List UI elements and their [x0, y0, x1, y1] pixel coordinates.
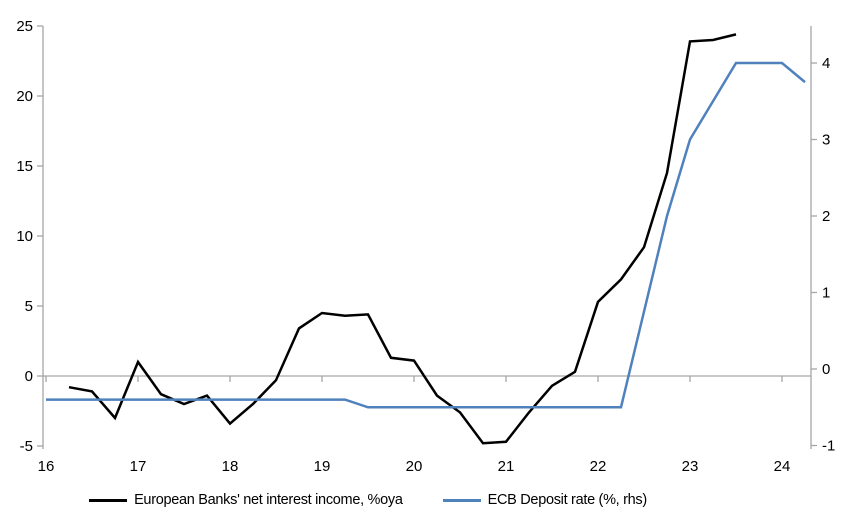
legend-item-nii: European Banks' net interest income, %oy…: [89, 492, 403, 508]
legend-item-ecb: ECB Deposit rate (%, rhs): [442, 492, 648, 508]
x-axis-tick-label: 17: [130, 458, 147, 475]
x-axis-tick-label: 22: [590, 458, 607, 475]
legend-label-nii: European Banks' net interest income, %oy…: [134, 492, 403, 508]
legend-line-swatch-blue: [442, 498, 481, 502]
left-axis-tick-label: 15: [16, 158, 33, 175]
left-axis-tick-label: 5: [25, 298, 33, 315]
chart-legend: European Banks' net interest income, %oy…: [0, 492, 794, 508]
left-axis-tick-label: 10: [16, 228, 33, 245]
right-axis-tick-label: -1: [822, 438, 835, 455]
x-axis-tick-label: 16: [38, 458, 55, 475]
series-line-nii: [68, 33, 737, 445]
left-axis-tick-label: 25: [16, 18, 33, 35]
right-axis-tick-label: 0: [822, 361, 830, 378]
right-axis-tick-label: 2: [822, 208, 830, 225]
x-axis-tick-label: 20: [406, 458, 423, 475]
right-axis-tick-label: 4: [822, 55, 830, 72]
x-axis-tick-label: 19: [314, 458, 331, 475]
series-line-ecb-deposit-rate: [46, 61, 806, 409]
left-axis-tick-label: 20: [16, 88, 33, 105]
right-axis-tick-label: 1: [822, 285, 830, 302]
x-axis-tick-label: 24: [774, 458, 791, 475]
left-axis-tick-label: 0: [25, 368, 33, 385]
x-axis-tick-label: 21: [498, 458, 515, 475]
x-axis-tick-label: 18: [222, 458, 239, 475]
legend-line-swatch-black: [89, 498, 128, 502]
x-axis-tick-label: 23: [682, 458, 699, 475]
right-axis-tick-label: 3: [822, 132, 830, 149]
legend-label-ecb: ECB Deposit rate (%, rhs): [487, 492, 648, 508]
left-axis-tick-label: -5: [20, 438, 33, 455]
